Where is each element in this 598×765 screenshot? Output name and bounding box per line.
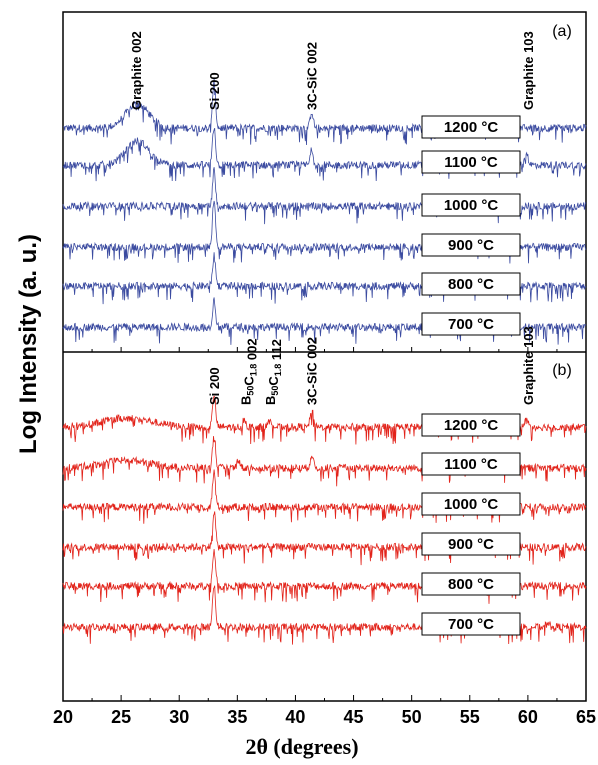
x-tick-label: 40 [285,707,305,727]
temperature-label-box [421,612,521,636]
label-layer: 1200 °C 1100 °C 1000 °C 900 °C 800 °C 700 °C (… [129,23,572,636]
temperature-label: 1200 °C [444,119,499,136]
x-tick-label: 25 [111,707,131,727]
temperature-label-box [421,452,521,476]
temperature-label: 1100 °C [444,456,498,473]
temperature-label-box [421,233,521,257]
peak-label-part: B [263,396,278,405]
x-tick-label: 65 [576,707,596,727]
x-tick-label: 55 [460,707,480,727]
x-tick-label: 45 [344,707,364,727]
temperature-label: 1000 °C [444,197,499,214]
axis-layer: 20 25 30 35 40 45 50 55 60 65 [53,347,596,727]
peak-label-part: 50 [246,386,256,396]
temperature-label: 900 °C [448,536,494,553]
temperature-label-box [421,115,521,139]
x-axis-title: 2θ (degrees) [245,734,358,759]
peak-label-part: 50 [270,386,280,396]
temperature-label-box [421,150,521,174]
panel-label: (b) [552,362,572,379]
peak-label: B50C1.8 002 [239,338,260,405]
temperature-label-box [421,413,521,437]
panel-label: (a) [552,23,572,40]
plot-frame [62,11,587,702]
temperature-label: 1000 °C [444,496,499,513]
y-axis-title: Log Intensity (a. u.) [15,234,42,454]
peak-label: Si 200 [207,367,222,405]
x-tick-label: 35 [227,707,247,727]
plot-border [62,11,587,702]
x-tick-label: 50 [402,707,422,727]
x-tick-label: 60 [518,707,538,727]
peak-label: Graphite 103 [521,326,536,405]
peak-label: 3C-SiC 002 [305,337,320,405]
peak-label: 3C-SiC 002 [305,42,320,110]
temperature-label: 900 °C [448,237,494,254]
peak-label: B50C1.8 112 [263,339,284,405]
temperature-label: 1200 °C [444,417,499,434]
temperature-label: 700 °C [448,316,494,333]
peak-label-part: B [239,396,254,405]
x-tick-label: 20 [53,707,73,727]
temperature-label: 800 °C [448,576,494,593]
temperature-label-box [421,572,521,596]
temperature-label-box [421,312,521,336]
temperature-label-box [421,193,521,217]
peak-label-part: 112 [269,339,284,364]
peak-label: Graphite 103 [521,31,536,110]
temperature-label: 800 °C [448,276,494,293]
peak-label-part: C [242,376,257,386]
peak-label-part: 002 [245,338,260,363]
temperature-label-box [421,532,521,556]
temperature-label: 700 °C [448,616,494,633]
x-tick-label: 30 [169,707,189,727]
peak-label-part: 1.8 [273,364,283,377]
temperature-label-box [421,272,521,296]
temperature-label: 1100 °C [444,154,498,171]
temperature-label-box [421,492,521,516]
peak-label: Si 200 [207,72,222,110]
peak-label-part: C [266,376,281,386]
peak-label-part: 1.8 [249,364,259,377]
peak-label: Graphite 002 [129,31,144,110]
